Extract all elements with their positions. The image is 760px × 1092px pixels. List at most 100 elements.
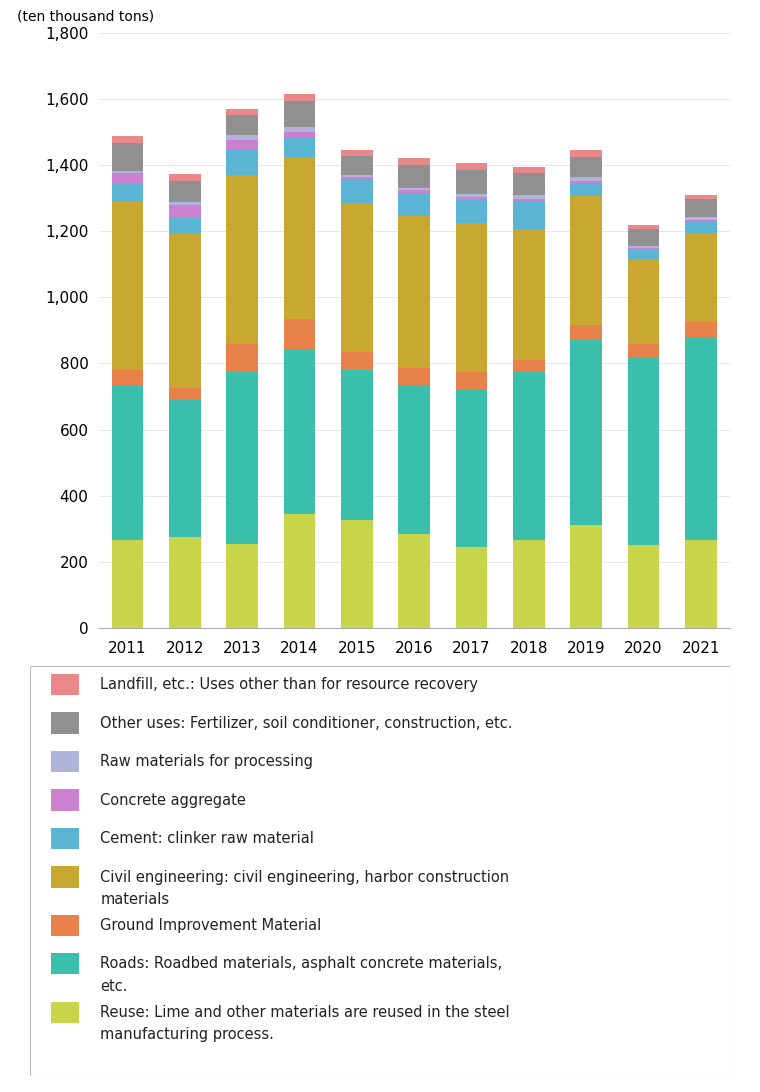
Bar xyxy=(571,177,602,180)
Bar xyxy=(341,521,372,628)
Bar xyxy=(513,371,545,541)
Bar xyxy=(169,204,201,218)
Bar xyxy=(283,132,315,136)
Bar xyxy=(686,337,717,541)
Bar xyxy=(226,150,258,175)
Bar xyxy=(52,828,79,850)
Bar xyxy=(686,199,717,217)
Bar xyxy=(398,165,430,188)
Bar xyxy=(686,233,717,322)
Bar xyxy=(169,174,201,180)
Bar xyxy=(513,201,545,229)
Bar xyxy=(456,197,487,200)
Bar xyxy=(52,953,79,974)
Bar xyxy=(226,109,258,116)
Bar xyxy=(283,514,315,628)
Bar xyxy=(283,348,315,514)
Bar xyxy=(226,175,258,344)
Bar xyxy=(283,100,315,127)
Bar xyxy=(513,199,545,201)
Bar xyxy=(456,223,487,371)
Text: (ten thousand tons): (ten thousand tons) xyxy=(17,10,154,24)
Bar xyxy=(341,352,372,370)
Bar xyxy=(169,235,201,388)
Text: Roads: Roadbed materials, asphalt concrete materials,: Roads: Roadbed materials, asphalt concre… xyxy=(100,957,502,971)
Bar xyxy=(628,246,660,248)
Bar xyxy=(169,388,201,400)
Bar xyxy=(341,156,372,175)
Bar xyxy=(571,180,602,183)
Bar xyxy=(571,197,602,325)
Bar xyxy=(686,219,717,222)
Bar xyxy=(686,217,717,219)
Bar xyxy=(283,136,315,157)
Bar xyxy=(341,175,372,177)
Bar xyxy=(571,150,602,157)
Bar xyxy=(226,371,258,544)
Text: Reuse: Lime and other materials are reused in the steel: Reuse: Lime and other materials are reus… xyxy=(100,1005,510,1020)
Bar xyxy=(169,537,201,628)
Bar xyxy=(226,116,258,135)
Bar xyxy=(571,341,602,525)
Bar xyxy=(226,135,258,140)
Bar xyxy=(513,174,545,194)
Bar xyxy=(398,188,430,190)
Bar xyxy=(628,229,660,246)
Bar xyxy=(341,180,372,203)
Bar xyxy=(112,170,143,174)
Text: materials: materials xyxy=(100,892,169,907)
Bar xyxy=(52,674,79,696)
Bar xyxy=(112,174,143,183)
Bar xyxy=(283,94,315,100)
Bar xyxy=(52,866,79,888)
Text: Raw materials for processing: Raw materials for processing xyxy=(100,755,313,769)
Bar xyxy=(571,325,602,341)
Bar xyxy=(112,143,143,170)
Text: Ground Improvement Material: Ground Improvement Material xyxy=(100,918,321,933)
Text: (fiscal year): (fiscal year) xyxy=(369,673,460,688)
Bar xyxy=(52,751,79,772)
Bar xyxy=(628,225,660,229)
Bar xyxy=(112,541,143,628)
Bar xyxy=(226,544,258,628)
Bar xyxy=(456,163,487,169)
Bar xyxy=(686,222,717,233)
Bar xyxy=(398,216,430,368)
Bar xyxy=(112,183,143,201)
Bar xyxy=(456,390,487,547)
Bar xyxy=(341,370,372,521)
Bar xyxy=(283,319,315,348)
Bar xyxy=(628,545,660,628)
Bar xyxy=(456,200,487,223)
Bar xyxy=(398,368,430,384)
Bar xyxy=(628,358,660,545)
Bar xyxy=(571,157,602,177)
Bar xyxy=(226,344,258,371)
Bar xyxy=(686,541,717,628)
Bar xyxy=(456,371,487,390)
Text: Other uses: Fertilizer, soil conditioner, construction, etc.: Other uses: Fertilizer, soil conditioner… xyxy=(100,715,513,731)
Bar xyxy=(112,384,143,541)
Bar xyxy=(456,194,487,197)
Bar xyxy=(169,180,201,202)
Bar xyxy=(686,194,717,199)
Bar xyxy=(628,259,660,344)
Text: Cement: clinker raw material: Cement: clinker raw material xyxy=(100,831,314,846)
Bar xyxy=(571,183,602,197)
Bar xyxy=(456,169,487,194)
Bar xyxy=(513,541,545,628)
Text: Civil engineering: civil engineering, harbor construction: Civil engineering: civil engineering, ha… xyxy=(100,869,509,885)
Bar xyxy=(398,158,430,165)
Bar xyxy=(513,360,545,371)
Bar xyxy=(398,190,430,193)
Bar xyxy=(398,384,430,534)
Bar xyxy=(456,547,487,628)
Bar xyxy=(169,400,201,537)
Text: manufacturing process.: manufacturing process. xyxy=(100,1028,274,1042)
Bar xyxy=(52,1001,79,1023)
Text: etc.: etc. xyxy=(100,978,128,994)
Text: Concrete aggregate: Concrete aggregate xyxy=(100,793,246,807)
Bar xyxy=(398,534,430,628)
Bar xyxy=(52,915,79,936)
Bar xyxy=(226,140,258,150)
